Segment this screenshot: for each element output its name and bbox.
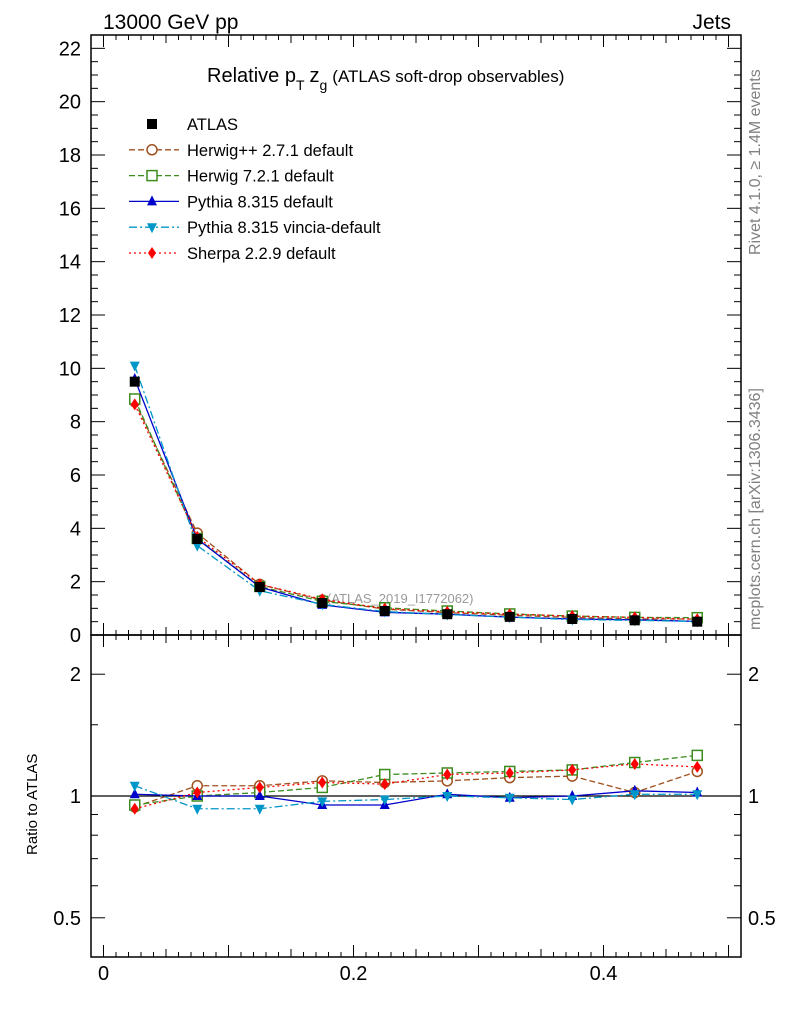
ratio-axis-label: Ratio to ATLAS	[24, 754, 41, 855]
ratio-line-vincia	[134, 785, 698, 810]
ratio-point-sherpa	[505, 766, 514, 779]
series-line-herwig7	[134, 398, 698, 619]
legend-marker-herwig7	[146, 169, 158, 182]
point-atlas	[317, 598, 328, 608]
series-line-pythia	[134, 378, 698, 623]
y-tick-label: 10	[59, 358, 81, 380]
ratio-y-tick-label-right: 1	[748, 786, 759, 808]
reference-label: (ATLAS_2019_I1772062)	[327, 591, 473, 606]
ratio-point-vincia	[254, 804, 265, 815]
ratio-y-tick-label: 1	[70, 786, 81, 808]
legend-label-pythia: Pythia 8.315 default	[187, 193, 333, 211]
chart-title: Relative pT zg (ATLAS soft-drop observable…	[207, 65, 564, 93]
ratio-line-herwig7	[134, 754, 698, 806]
ratio-point-sherpa	[568, 763, 577, 776]
legend-marker-pythia	[147, 195, 157, 206]
y-tick-label: 4	[70, 518, 81, 540]
ratio-point-sherpa	[380, 778, 389, 791]
legend-marker-sherpa	[148, 247, 156, 259]
series-line-sherpa	[134, 404, 698, 620]
legend-label-vincia: Pythia 8.315 vincia-default	[187, 219, 381, 237]
point-vincia	[129, 361, 140, 372]
legend-label-sherpa: Sherpa 2.2.9 default	[187, 245, 336, 263]
ratio-y-tick-label: 0.5	[53, 908, 81, 930]
ratio-point-pythia	[129, 788, 140, 799]
y-tick-label: 14	[59, 252, 81, 274]
ratio-point-vincia	[629, 790, 640, 801]
ratio-point-herwig7	[379, 768, 391, 781]
ratio-y-tick-label: 2	[70, 664, 81, 686]
legend-marker-vincia	[147, 223, 157, 234]
ratio-point-sherpa	[630, 757, 639, 770]
point-atlas	[442, 609, 453, 620]
mcplots-site-label: mcplots.cern.ch [arXiv:1306.3436]	[747, 388, 764, 630]
ratio-point-vincia	[692, 790, 703, 801]
y-tick-label: 8	[70, 412, 81, 434]
point-atlas	[629, 615, 640, 626]
x-tick-label: 0.4	[590, 963, 618, 985]
ratio-point-vincia	[379, 795, 390, 806]
ratio-point-vincia	[504, 793, 515, 804]
point-atlas	[504, 611, 515, 622]
ratio-point-sherpa	[693, 760, 702, 773]
y-tick-label: 20	[59, 92, 81, 114]
point-atlas	[192, 534, 203, 544]
ratio-point-vincia	[442, 792, 453, 802]
ratio-y-tick-label-right: 2	[748, 664, 759, 686]
rivet-version-label: Rivet 4.1.0, ≥ 1.4M events	[747, 69, 764, 255]
ratio-line-pythia	[134, 790, 698, 806]
energy-label: 13000 GeV pp	[103, 11, 238, 34]
point-vincia	[192, 541, 203, 552]
y-tick-label: 16	[59, 198, 81, 220]
ratio-point-sherpa	[193, 786, 202, 799]
point-atlas	[379, 606, 390, 616]
ratio-point-vincia	[317, 797, 328, 808]
ratio-line-sherpa	[134, 763, 698, 810]
ratio-point-sherpa	[318, 776, 327, 789]
ratio-point-sherpa	[255, 781, 264, 794]
y-tick-label: 12	[59, 305, 81, 327]
x-tick-label: 0	[98, 963, 109, 985]
y-tick-label: 2	[70, 572, 81, 594]
process-label: Jets	[692, 11, 731, 34]
point-atlas	[567, 614, 578, 624]
legend-label-herwig7: Herwig 7.2.1 default	[187, 168, 334, 186]
point-atlas	[254, 582, 265, 592]
legend-marker-herwigpp	[146, 144, 158, 156]
legend-label-herwigpp: Herwig++ 2.7.1 default	[187, 142, 353, 160]
legend-marker-atlas	[147, 119, 157, 129]
ratio-line-herwigpp	[134, 770, 698, 808]
point-atlas	[692, 616, 703, 627]
ratio-point-pythia	[254, 790, 265, 800]
ratio-point-sherpa	[130, 802, 139, 815]
ratio-point-vincia	[129, 781, 140, 792]
y-tick-label: 6	[70, 465, 81, 487]
series-line-herwigpp	[134, 401, 698, 620]
ratio-point-vincia	[192, 804, 203, 815]
y-tick-label: 0	[70, 625, 81, 647]
point-atlas	[129, 376, 140, 387]
y-tick-label: 18	[59, 145, 81, 167]
x-tick-label: 0.2	[340, 963, 368, 985]
ratio-point-vincia	[567, 795, 578, 806]
ratio-point-herwig7	[691, 749, 703, 762]
series-line-vincia	[134, 365, 698, 623]
legend-label-atlas: ATLAS	[187, 116, 238, 134]
point-sherpa	[130, 398, 139, 411]
ratio-point-sherpa	[443, 768, 452, 781]
y-tick-label: 22	[59, 38, 81, 60]
ratio-y-tick-label-right: 0.5	[748, 908, 776, 930]
